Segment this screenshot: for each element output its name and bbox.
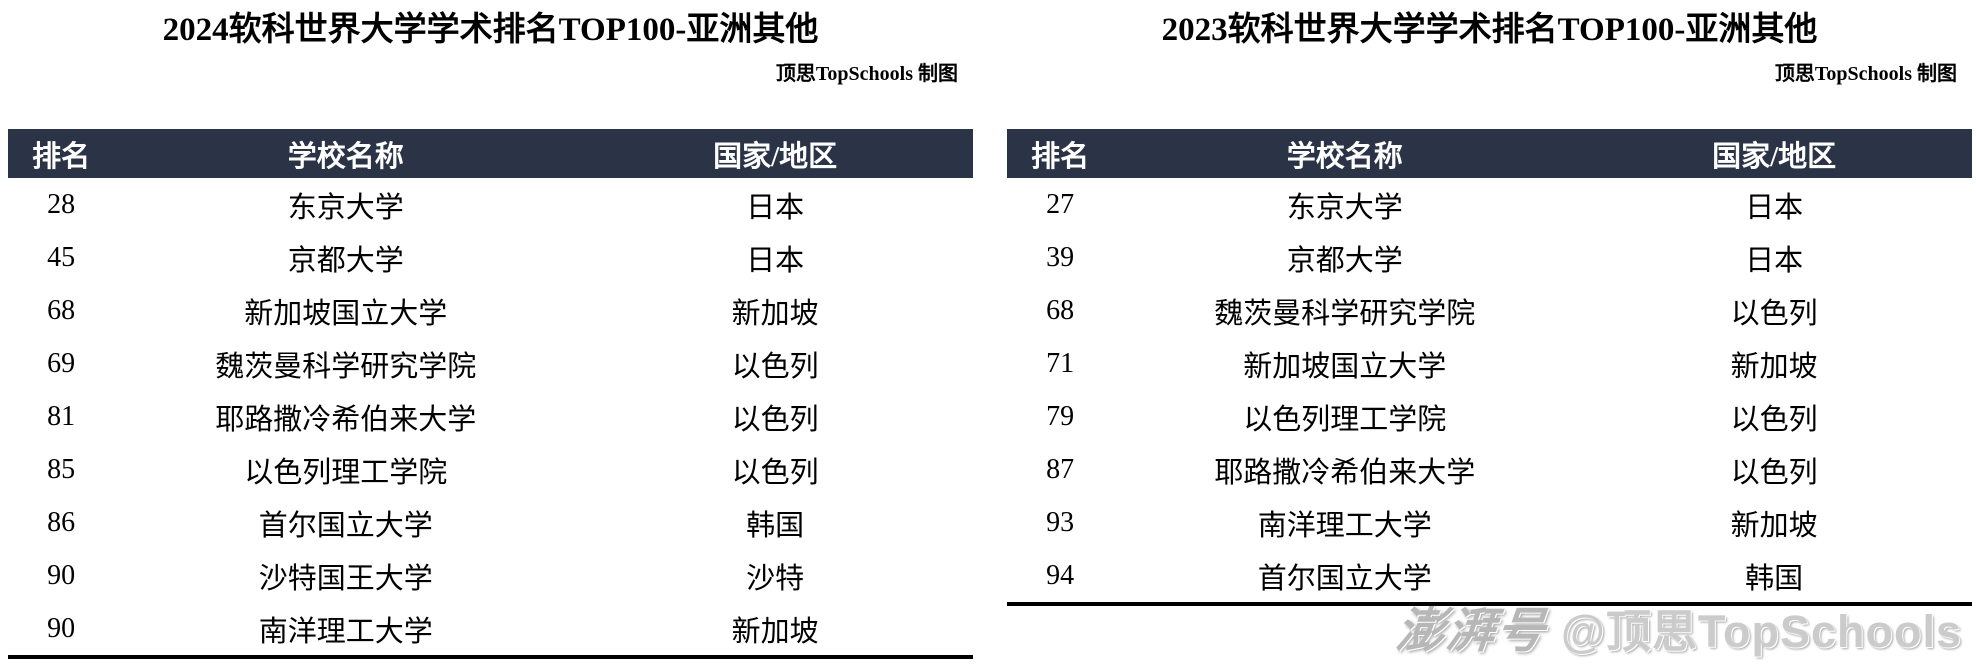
- rank-cell: 90: [8, 602, 115, 658]
- country-cell: 日本: [577, 178, 973, 232]
- school-name-cell: 魏茨曼科学研究学院: [114, 337, 578, 391]
- table-row: 28 东京大学 日本: [8, 178, 973, 232]
- table-row: 86 首尔国立大学 韩国: [8, 496, 973, 550]
- table-row: 93 南洋理工大学 新加坡: [1007, 496, 1972, 550]
- page-title: 2024软科世界大学学术排名TOP100-亚洲其他: [162, 12, 819, 48]
- rank-cell: 68: [1007, 284, 1114, 338]
- table-row: 90 沙特国王大学 沙特: [8, 549, 973, 603]
- page-title: 2023软科世界大学学术排名TOP100-亚洲其他: [1161, 12, 1818, 48]
- school-name-cell: 以色列理工学院: [114, 443, 578, 497]
- country-cell: 以色列: [1576, 284, 1972, 338]
- country-cell: 以色列: [1576, 443, 1972, 497]
- table-row: 68 新加坡国立大学 新加坡: [8, 284, 973, 338]
- ranking-panel-2024: 2024软科世界大学学术排名TOP100-亚洲其他 顶思TopSchools 制…: [8, 0, 973, 660]
- table-row: 79 以色列理工学院 以色列: [1007, 390, 1972, 444]
- country-cell: 新加坡: [577, 284, 973, 338]
- country-cell: 沙特: [577, 549, 973, 603]
- school-name-cell: 以色列理工学院: [1113, 390, 1577, 444]
- column-header-rank: 排名: [1007, 129, 1114, 179]
- country-cell: 以色列: [577, 443, 973, 497]
- rank-cell: 68: [8, 284, 115, 338]
- column-header-rank: 排名: [8, 129, 115, 179]
- country-cell: 日本: [1576, 178, 1972, 232]
- table-header-row: 排名 学校名称 国家/地区: [1007, 129, 1972, 179]
- rank-cell: 93: [1007, 496, 1114, 550]
- country-cell: 新加坡: [1576, 496, 1972, 550]
- rank-cell: 90: [8, 549, 115, 603]
- table-row: 27 东京大学 日本: [1007, 178, 1972, 232]
- school-name-cell: 耶路撒冷希伯来大学: [1113, 443, 1577, 497]
- school-name-cell: 京都大学: [114, 231, 578, 285]
- country-cell: 韩国: [577, 496, 973, 550]
- rank-cell: 28: [8, 178, 115, 232]
- school-name-cell: 魏茨曼科学研究学院: [1113, 284, 1577, 338]
- rank-cell: 94: [1007, 549, 1114, 605]
- rank-cell: 85: [8, 443, 115, 497]
- table-row: 81 耶路撒冷希伯来大学 以色列: [8, 390, 973, 444]
- school-name-cell: 新加坡国立大学: [1113, 337, 1577, 391]
- rank-cell: 69: [8, 337, 115, 391]
- school-name-cell: 耶路撒冷希伯来大学: [114, 390, 578, 444]
- ranking-panel-2023: 2023软科世界大学学术排名TOP100-亚洲其他 顶思TopSchools 制…: [1007, 0, 1972, 607]
- school-name-cell: 首尔国立大学: [114, 496, 578, 550]
- ranking-table-2023: 排名 学校名称 国家/地区 27 东京大学 日本 39 京都大学 日本 68 魏茨曼科学研究学…: [1007, 129, 1972, 607]
- country-cell: 以色列: [577, 337, 973, 391]
- school-name-cell: 东京大学: [114, 178, 578, 232]
- rank-cell: 27: [1007, 178, 1114, 232]
- table-row: 69 魏茨曼科学研究学院 以色列: [8, 337, 973, 391]
- country-cell: 新加坡: [1576, 337, 1972, 391]
- table-row: 71 新加坡国立大学 新加坡: [1007, 337, 1972, 391]
- school-name-cell: 新加坡国立大学: [114, 284, 578, 338]
- credit-line: 顶思TopSchools 制图: [1774, 63, 1957, 86]
- column-header-school: 学校名称: [1113, 129, 1577, 179]
- rank-cell: 45: [8, 231, 115, 285]
- school-name-cell: 沙特国王大学: [114, 549, 578, 603]
- table-row: 87 耶路撒冷希伯来大学 以色列: [1007, 443, 1972, 497]
- rank-cell: 79: [1007, 390, 1114, 444]
- rank-cell: 87: [1007, 443, 1114, 497]
- table-row: 85 以色列理工学院 以色列: [8, 443, 973, 497]
- rank-cell: 71: [1007, 337, 1114, 391]
- country-cell: 新加坡: [577, 602, 973, 658]
- table-row: 68 魏茨曼科学研究学院 以色列: [1007, 284, 1972, 338]
- table-header-row: 排名 学校名称 国家/地区: [8, 129, 973, 179]
- country-cell: 以色列: [577, 390, 973, 444]
- column-header-country: 国家/地区: [1576, 129, 1972, 179]
- country-cell: 日本: [577, 231, 973, 285]
- country-cell: 韩国: [1576, 549, 1972, 605]
- rank-cell: 81: [8, 390, 115, 444]
- school-name-cell: 京都大学: [1113, 231, 1577, 285]
- table-row: 94 首尔国立大学 韩国: [1007, 549, 1972, 605]
- school-name-cell: 东京大学: [1113, 178, 1577, 232]
- ranking-table-2024: 排名 学校名称 国家/地区 28 东京大学 日本 45 京都大学 日本 68 新加坡国立大学新…: [8, 129, 973, 660]
- country-cell: 日本: [1576, 231, 1972, 285]
- school-name-cell: 首尔国立大学: [1113, 549, 1577, 605]
- column-header-school: 学校名称: [114, 129, 578, 179]
- rank-cell: 86: [8, 496, 115, 550]
- table-row: 90 南洋理工大学 新加坡: [8, 602, 973, 658]
- school-name-cell: 南洋理工大学: [114, 602, 578, 658]
- credit-line: 顶思TopSchools 制图: [775, 63, 958, 86]
- country-cell: 以色列: [1576, 390, 1972, 444]
- table-row: 45 京都大学 日本: [8, 231, 973, 285]
- school-name-cell: 南洋理工大学: [1113, 496, 1577, 550]
- column-header-country: 国家/地区: [577, 129, 973, 179]
- table-row: 39 京都大学 日本: [1007, 231, 1972, 285]
- rank-cell: 39: [1007, 231, 1114, 285]
